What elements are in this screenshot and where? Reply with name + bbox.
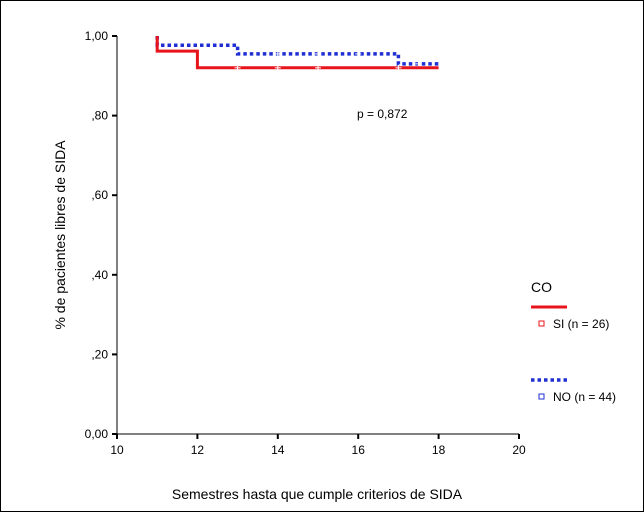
legend: SI (n = 26) NO (n = 44) — [531, 305, 616, 404]
y-tick-label: ,60 — [91, 188, 108, 202]
x-tick-label: 10 — [110, 443, 124, 457]
series-line — [155, 36, 439, 66]
y-tick-label: 0,00 — [85, 427, 109, 441]
y-axis-label: % de pacientes libres de SIDA — [52, 140, 68, 330]
axes: 0,00 ,20 ,40 ,60 ,80 1,00 10 12 14 16 18 20 — [85, 29, 526, 457]
series-line — [155, 36, 439, 70]
y-tick-label: ,80 — [91, 109, 108, 123]
p-value-annotation: p = 0,872 — [357, 107, 408, 121]
legend-marker — [538, 393, 545, 400]
x-tick-label: 20 — [512, 443, 526, 457]
y-tick-label: ,20 — [91, 347, 108, 361]
x-axis-label: Semestres hasta que cumple criterios de … — [172, 486, 463, 502]
legend-marker — [538, 320, 545, 327]
y-tick-label: 1,00 — [85, 29, 109, 43]
x-tick-label: 16 — [352, 443, 366, 457]
y-tick-label: ,40 — [91, 268, 108, 282]
legend-entry: NO (n = 44) — [553, 390, 616, 404]
chart-marks — [155, 36, 439, 71]
x-tick-label: 14 — [271, 443, 285, 457]
x-tick-label: 18 — [432, 443, 446, 457]
x-tick-label: 12 — [191, 443, 205, 457]
legend-entry: SI (n = 26) — [553, 317, 609, 331]
legend-title: CO — [531, 279, 552, 295]
